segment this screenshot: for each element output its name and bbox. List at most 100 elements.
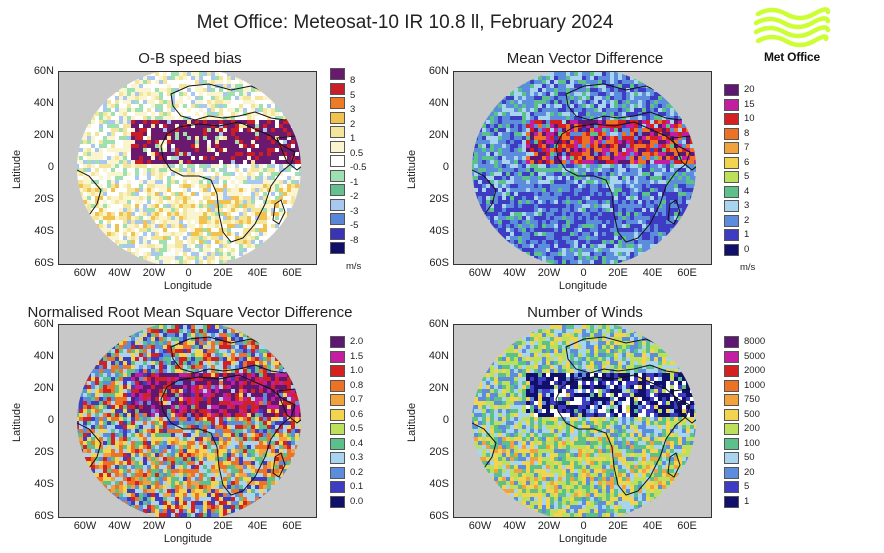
legend-swatch xyxy=(330,198,345,211)
panel-title: Normalised Root Mean Square Vector Diffe… xyxy=(27,304,353,321)
legend-label: 3 xyxy=(744,200,750,211)
legend-label: 5 xyxy=(350,89,356,101)
legend-label: 7 xyxy=(744,142,750,153)
coastline xyxy=(667,199,681,225)
y-tick-label: 40S xyxy=(429,225,449,237)
legend-swatch xyxy=(330,394,345,406)
x-tick-label: 60E xyxy=(677,267,697,279)
legend-swatch xyxy=(330,169,345,182)
x-tick-label: 40W xyxy=(503,520,526,532)
y-tick-label: 20N xyxy=(428,129,449,141)
x-tick-label: 0 xyxy=(185,267,192,279)
y-tick-label: 40N xyxy=(428,350,449,362)
legend-swatch xyxy=(330,365,345,377)
y-tick-label: 20S xyxy=(429,446,449,458)
legend-swatch xyxy=(724,200,739,212)
legend-label: 1.5 xyxy=(350,350,364,362)
x-tick-label: 0 xyxy=(185,520,192,532)
coastline xyxy=(472,334,481,378)
legend-label: -5 xyxy=(350,220,359,231)
legend-swatch xyxy=(724,84,739,96)
x-tick-label: 40E xyxy=(642,267,663,279)
y-axis-title: Latitude xyxy=(406,402,418,442)
legend-swatch xyxy=(330,82,345,95)
legend-label: 6 xyxy=(744,156,750,168)
legend-swatch xyxy=(330,184,345,196)
y-tick-label: 40N xyxy=(428,97,449,109)
legend-label: 0 xyxy=(744,243,750,255)
x-tick-label: 40W xyxy=(108,267,131,279)
legend-swatch xyxy=(330,423,345,435)
coastline xyxy=(555,374,691,496)
panel-title: Number of Winds xyxy=(527,304,643,321)
legend-label: 500 xyxy=(744,408,760,420)
legend-swatch xyxy=(330,68,345,80)
legend-swatch xyxy=(330,350,345,363)
legend-label: 0.6 xyxy=(350,408,364,420)
y-tick-label: 40N xyxy=(33,350,54,362)
legend-label: 0.4 xyxy=(350,437,364,449)
x-axis-title: Longitude xyxy=(163,533,213,545)
legend-swatch xyxy=(330,126,345,138)
legend-swatch xyxy=(724,350,739,363)
map-field xyxy=(77,72,301,264)
legend-label: 50 xyxy=(744,452,755,463)
legend-label: 0.1 xyxy=(350,481,364,492)
legend-label: 5000 xyxy=(744,350,766,362)
panel-title: O-B speed bias xyxy=(138,50,242,67)
x-tick-label: 60W xyxy=(73,267,97,279)
y-tick-label: 60N xyxy=(33,318,54,330)
map-plot xyxy=(453,324,712,518)
legend-swatch xyxy=(724,466,739,479)
coastline xyxy=(565,83,695,121)
y-tick-label: 20N xyxy=(33,382,54,394)
y-tick-label: 0 xyxy=(442,161,449,173)
legend-label: -3 xyxy=(350,205,359,217)
legend-label: 4 xyxy=(744,185,750,197)
legend-swatch xyxy=(724,243,739,256)
x-axis-title: Longitude xyxy=(558,280,608,292)
legend-label: -8 xyxy=(350,234,359,246)
legend-swatch xyxy=(724,156,739,169)
legend-label: 0.0 xyxy=(350,495,364,507)
legend-swatch xyxy=(330,97,345,109)
coastline xyxy=(160,121,296,243)
legend-label: 1000 xyxy=(744,379,766,391)
y-tick-label: 60N xyxy=(428,65,449,77)
x-tick-label: 20E xyxy=(213,520,233,532)
legend-swatch xyxy=(724,98,739,111)
coastline xyxy=(272,452,286,478)
legend-swatch xyxy=(724,423,739,435)
y-tick-label: 60S xyxy=(34,257,54,269)
y-tick-label: 40N xyxy=(33,97,54,109)
y-tick-label: 0 xyxy=(47,414,54,426)
legend-label: 1 xyxy=(350,133,356,144)
map-plot xyxy=(453,71,712,265)
legend-swatch xyxy=(724,142,739,154)
x-tick-label: 60E xyxy=(282,520,302,532)
legend-label: 15 xyxy=(744,98,755,110)
legend-swatch xyxy=(724,336,739,348)
y-tick-label: 20S xyxy=(34,193,54,205)
legend-swatch xyxy=(724,229,739,241)
x-tick-label: 60W xyxy=(468,267,492,279)
y-tick-label: 0 xyxy=(442,414,449,426)
map-field xyxy=(472,325,696,517)
y-tick-label: 40S xyxy=(34,225,54,237)
legend-swatch xyxy=(330,227,345,240)
legend-label: 1 xyxy=(744,229,750,240)
legend-label: 2000 xyxy=(744,365,766,376)
legend-label: 0.8 xyxy=(350,379,364,391)
legend-label: 0.2 xyxy=(350,466,364,478)
y-tick-label: 60N xyxy=(33,65,54,77)
legend-unit: m/s xyxy=(740,262,756,273)
legend-swatch xyxy=(724,171,739,183)
legend-swatch xyxy=(330,408,345,421)
legend-label: 100 xyxy=(744,437,760,449)
x-tick-label: 40E xyxy=(247,267,268,279)
legend-swatch xyxy=(330,452,345,464)
y-tick-label: 20S xyxy=(34,446,54,458)
x-tick-label: 20W xyxy=(142,267,166,279)
legend-swatch xyxy=(724,394,739,406)
x-tick-label: 20W xyxy=(537,267,561,279)
